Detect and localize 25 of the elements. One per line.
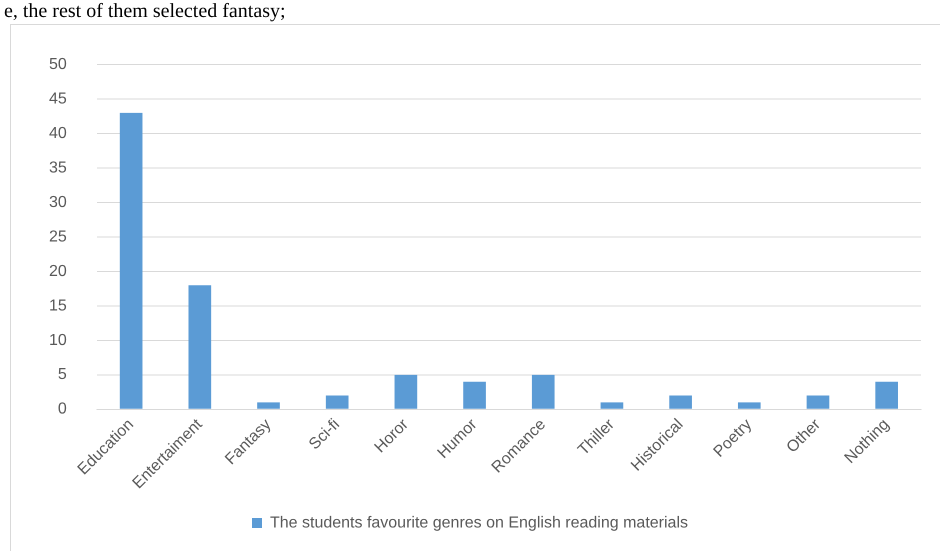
y-tick-label: 25 bbox=[49, 228, 67, 246]
bar bbox=[669, 395, 692, 409]
bar bbox=[120, 112, 142, 409]
y-tick-label: 30 bbox=[49, 194, 67, 211]
y-tick-label: 45 bbox=[49, 90, 67, 108]
y-tick-label: 35 bbox=[49, 159, 67, 176]
y-tick-label: 0 bbox=[58, 400, 67, 418]
bar bbox=[806, 395, 830, 409]
bar bbox=[394, 374, 418, 409]
bar bbox=[463, 382, 486, 409]
y-tick-label: 10 bbox=[49, 332, 67, 349]
bar bbox=[532, 374, 555, 409]
bar bbox=[188, 285, 212, 409]
y-tick-label: 50 bbox=[49, 56, 67, 74]
bar bbox=[326, 395, 349, 409]
y-tick-label: 40 bbox=[49, 124, 67, 142]
y-tick-label: 20 bbox=[49, 262, 67, 280]
legend-label: The students favourite genres on English reading materials bbox=[270, 514, 688, 532]
y-tick-label: 15 bbox=[49, 297, 67, 314]
bar bbox=[738, 402, 761, 409]
text: e, the rest of them selected fantasy; bbox=[4, 0, 286, 22]
bar bbox=[600, 402, 624, 409]
bar bbox=[875, 382, 898, 409]
y-tick-label: 5 bbox=[58, 366, 67, 384]
bar bbox=[257, 402, 280, 409]
